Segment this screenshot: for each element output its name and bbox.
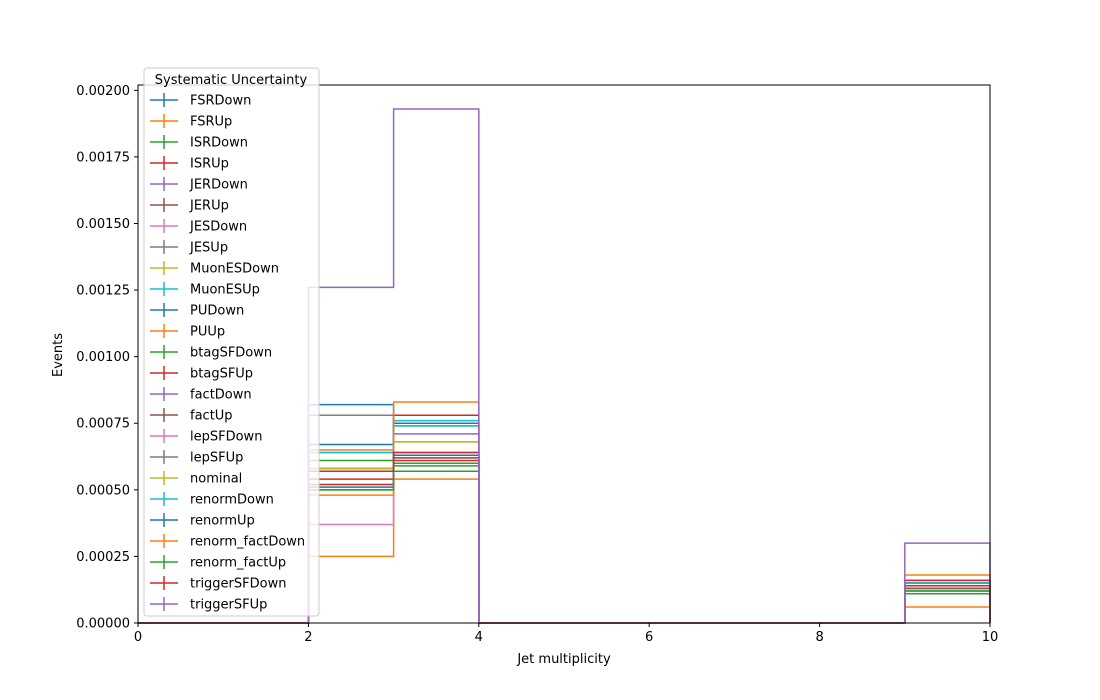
legend-label: renorm_factUp — [190, 556, 286, 571]
x-axis-label: Jet multiplicity — [516, 652, 611, 667]
x-tick-label: 2 — [304, 630, 312, 645]
legend-entry-PUUp: PUUp — [150, 324, 225, 340]
legend-entry-btagSFDown: btagSFDown — [150, 345, 272, 361]
legend-label: btagSFDown — [190, 346, 272, 361]
legend-label: JERDown — [189, 178, 248, 193]
legend-entry-triggerSFUp: triggerSFUp — [150, 597, 267, 613]
plot-frame — [137, 84, 991, 624]
legend-entry-JERDown: JERDown — [150, 177, 248, 193]
legend-label: JESDown — [189, 220, 247, 235]
legend-entry-renormDown: renormDown — [150, 492, 274, 508]
y-axis: 0.00000 0.00025 0.00050 0.00075 0.00100 0.001… — [76, 84, 138, 632]
legend-label: FSRDown — [190, 94, 251, 109]
legend-entry-factUp: factUp — [150, 408, 233, 424]
legend-entry-triggerSFDown: triggerSFDown — [150, 576, 286, 592]
legend-entry-ISRDown: ISRDown — [150, 135, 248, 151]
legend-label: lepSFDown — [190, 430, 262, 445]
legend-entry-lepSFUp: lepSFUp — [150, 450, 243, 466]
x-tick-label: 6 — [645, 630, 653, 645]
legend-entry-lepSFDown: lepSFDown — [150, 429, 262, 445]
legend-entry-JESUp: JESUp — [150, 240, 228, 256]
x-tick-label: 4 — [475, 630, 483, 645]
legend-label: factDown — [190, 388, 252, 403]
legend-title: Systematic Uncertainty — [155, 73, 308, 88]
legend-entry-nominal: nominal — [150, 471, 242, 487]
legend-label: MuonESDown — [190, 262, 279, 277]
legend-entry-factDown: factDown — [150, 387, 252, 403]
legend-entry-MuonESDown: MuonESDown — [150, 261, 279, 277]
y-tick-label: 0.00025 — [76, 550, 130, 565]
legend-label: factUp — [190, 409, 233, 424]
legend-entry-renorm_factUp: renorm_factUp — [150, 555, 286, 571]
legend-entry-btagSFUp: btagSFUp — [150, 366, 253, 382]
y-tick-label: 0.00075 — [76, 417, 130, 432]
legend-label: JERUp — [189, 199, 229, 214]
legend-label: MuonESUp — [190, 283, 260, 298]
legend-entry-renormUp: renormUp — [150, 513, 255, 529]
x-tick-label: 10 — [982, 630, 999, 645]
legend-box — [143, 67, 320, 617]
legend-label: renorm_factDown — [190, 535, 305, 550]
legend-entry-renorm_factDown: renorm_factDown — [150, 534, 305, 550]
y-tick-label: 0.00100 — [76, 350, 130, 365]
legend-label: JESUp — [189, 241, 228, 256]
legend-label: PUDown — [190, 304, 244, 319]
legend-label: triggerSFUp — [190, 598, 267, 613]
legend-entry-PUDown: PUDown — [150, 303, 244, 319]
legend-label: lepSFUp — [190, 451, 243, 466]
legend-label: triggerSFDown — [190, 577, 286, 592]
legend-label: ISRUp — [190, 157, 229, 172]
legend-label: nominal — [190, 472, 242, 487]
legend-entry-ISRUp: ISRUp — [150, 156, 229, 172]
legend-entry-MuonESUp: MuonESUp — [150, 282, 260, 298]
y-tick-label: 0.00175 — [76, 150, 130, 165]
legend-entry-FSRUp: FSRUp — [150, 114, 232, 130]
y-tick-label: 0.00000 — [76, 617, 130, 632]
legend-label: FSRUp — [190, 115, 232, 130]
legend-entry-JERUp: JERUp — [150, 198, 229, 214]
y-tick-label: 0.00150 — [76, 217, 130, 232]
legend-label: renormDown — [190, 493, 274, 508]
x-tick-label: 8 — [815, 630, 823, 645]
y-tick-label: 0.00125 — [76, 284, 130, 299]
legend-label: renormUp — [190, 514, 255, 529]
legend-label: btagSFUp — [190, 367, 253, 382]
legend-label: PUUp — [190, 325, 225, 340]
x-tick-label: 0 — [134, 630, 142, 645]
legend-entry-JESDown: JESDown — [150, 219, 247, 235]
y-tick-label: 0.00050 — [76, 483, 130, 498]
legend-entry-FSRDown: FSRDown — [150, 93, 251, 109]
y-tick-label: 0.00200 — [76, 84, 130, 99]
legend-label: ISRDown — [190, 136, 248, 151]
y-axis-label: Events — [51, 333, 66, 377]
x-axis: 0 2 4 6 8 10 — [134, 623, 998, 645]
legend: Systematic Uncertainty FSRDown FSRUp ISRDo… — [143, 67, 320, 617]
